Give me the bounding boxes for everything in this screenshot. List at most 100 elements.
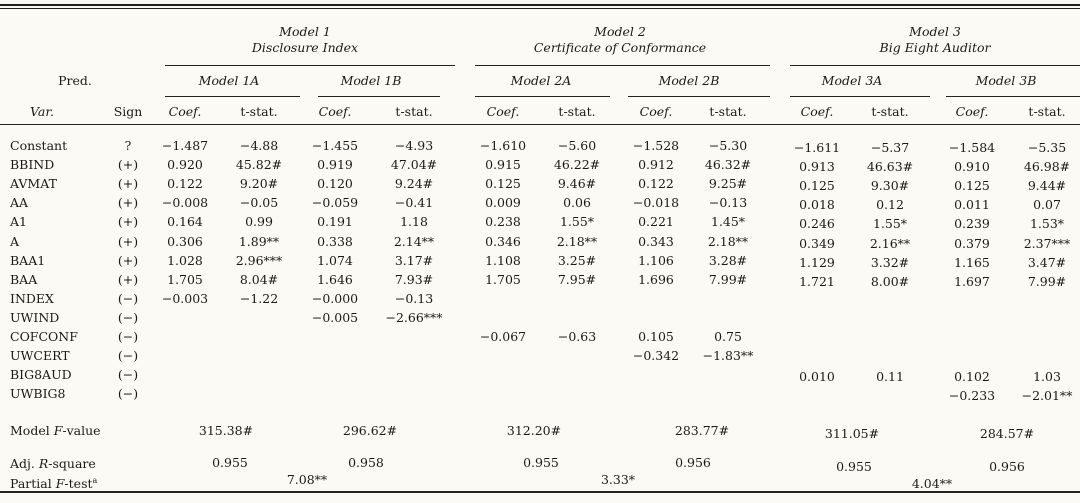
row-variable: BBIND — [10, 157, 55, 173]
model-subtitle: Big Eight Auditor — [879, 40, 991, 55]
tstat-value: 9.25# — [708, 176, 748, 192]
submodel-rule-1 — [165, 96, 300, 97]
tstat-value: −0.05 — [239, 195, 279, 211]
tstat-value: 0.12 — [876, 197, 904, 213]
coef-value: 0.125 — [799, 178, 835, 194]
tstat-value: 46.63# — [866, 159, 914, 175]
coef-value: 1.074 — [317, 252, 353, 268]
row-sign: (−) — [117, 386, 139, 402]
coef-value: 1.721 — [799, 273, 835, 289]
coef-value: −0.000 — [311, 290, 359, 306]
label-italic: F — [53, 423, 63, 438]
row-variable: Constant — [10, 138, 68, 153]
coef-value: 1.028 — [167, 252, 203, 268]
row-sign: ? — [124, 138, 132, 153]
tstat-value: 8.04# — [239, 271, 279, 287]
tstat-value: −0.13 — [394, 290, 434, 306]
coef-value: 1.165 — [954, 254, 990, 270]
coef-value: 0.920 — [167, 157, 203, 173]
label-text: -value — [62, 423, 101, 438]
submodel-name: Model 3A — [821, 73, 883, 88]
coef-value: 1.696 — [638, 271, 674, 287]
row-variable: BIG8AUD — [10, 367, 72, 383]
row-sign: (−) — [117, 329, 139, 344]
coef-value: −1.610 — [479, 138, 527, 153]
tstat-value: 1.89** — [238, 233, 280, 249]
model-fvalue: 312.20# — [506, 423, 562, 438]
tstat-value: 46.98# — [1023, 159, 1071, 175]
fvalue-label: Model F-value — [10, 424, 101, 438]
top-rule-thick — [0, 4, 1080, 6]
tstat-value: −5.35 — [1027, 140, 1067, 155]
tstat-value: 2.14** — [393, 233, 435, 249]
coef-value: 0.913 — [799, 159, 835, 175]
tstat-value: 1.18 — [400, 214, 428, 230]
tstat-value: 7.99# — [1027, 273, 1067, 289]
submodel-rule-5 — [790, 96, 930, 97]
row-variable: UWBIG8 — [10, 386, 66, 402]
tstat-value: −5.30 — [708, 138, 748, 153]
coef-value: −1.611 — [793, 140, 841, 155]
row-variable: AA — [10, 195, 29, 211]
model-fvalue: 296.62# — [342, 423, 398, 438]
tstat-value: −5.60 — [557, 138, 597, 153]
coef-value: 0.009 — [485, 195, 521, 211]
tstat-value: 0.75 — [714, 329, 742, 344]
coef-value: 0.105 — [638, 329, 674, 344]
tstat-header: t-stat. — [1028, 104, 1066, 119]
tstat-value: 46.22# — [553, 157, 601, 173]
sign-header: Sign — [113, 104, 143, 119]
adj-rsquare-label: Adj. R-square — [10, 457, 96, 471]
tstat-value: 1.45* — [710, 214, 746, 230]
tstat-value: 1.03 — [1033, 369, 1061, 385]
row-variable: AVMAT — [10, 176, 57, 192]
coef-value: 0.125 — [485, 176, 521, 192]
coef-value: 1.106 — [638, 252, 674, 268]
tstat-value: −2.01** — [1021, 388, 1073, 404]
tstat-value: −0.13 — [708, 195, 748, 211]
label-italic: R — [38, 456, 49, 471]
model-title: Model 1 — [279, 24, 331, 39]
model-title: Model 2 — [594, 24, 646, 39]
row-variable: BAA — [10, 271, 38, 287]
tstat-value: 0.99 — [245, 214, 273, 230]
coef-value: 0.306 — [167, 233, 203, 249]
footnote-marker: a — [92, 476, 98, 485]
adj-rsquare-value: 0.955 — [836, 459, 872, 474]
row-variable: BAA1 — [10, 252, 46, 268]
model1-rule — [165, 65, 455, 66]
coef-value: −1.528 — [632, 138, 680, 153]
tstat-value: 7.99# — [708, 271, 748, 287]
row-sign: (−) — [117, 290, 139, 306]
bottom-rule-thick — [0, 491, 1080, 493]
tstat-value: 3.32# — [870, 254, 910, 270]
submodel-name: Model 2B — [658, 73, 720, 88]
coef-value: 1.108 — [485, 252, 521, 268]
coef-value: 0.238 — [485, 214, 521, 230]
label-text: -square — [48, 456, 96, 471]
submodel-name: Model 3B — [975, 73, 1037, 88]
row-sign: (+) — [117, 214, 139, 230]
tstat-header: t-stat. — [240, 104, 278, 119]
row-sign: (−) — [117, 309, 139, 325]
model-fvalue: 283.77# — [674, 423, 730, 438]
label-text: -test — [64, 476, 93, 492]
row-sign: (+) — [117, 271, 139, 287]
row-sign: (+) — [117, 252, 139, 268]
coef-value: 0.349 — [799, 235, 835, 251]
tstat-value: 9.24# — [394, 176, 434, 192]
coef-value: 0.915 — [485, 157, 521, 173]
tstat-value: 45.82# — [235, 157, 283, 173]
coef-value: 0.246 — [799, 216, 835, 232]
row-sign: (−) — [117, 348, 139, 364]
tstat-value: −0.41 — [394, 195, 434, 211]
tstat-value: 0.11 — [876, 369, 904, 385]
var-header: Var. — [30, 104, 54, 119]
partial-ftest-value: 4.04** — [911, 476, 953, 491]
tstat-value: 9.46# — [557, 176, 597, 192]
coef-value: 0.338 — [317, 233, 353, 249]
label-text: Model — [10, 423, 54, 438]
coef-value: −1.455 — [311, 138, 359, 153]
model-subtitle: Disclosure Index — [251, 40, 359, 55]
